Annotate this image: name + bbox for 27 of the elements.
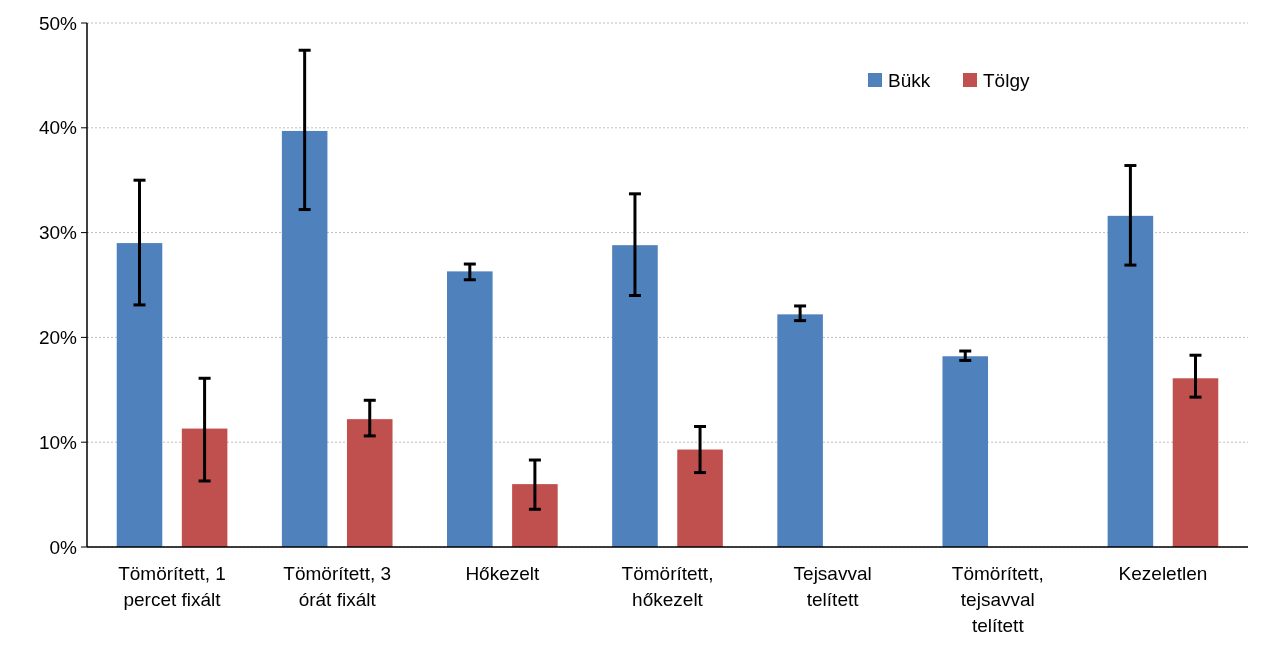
y-tick-label: 0% [49, 536, 78, 558]
x-tick-label: Tömörített, 3 órát fixált [283, 563, 392, 610]
x-tick-label: Tömörített, tejsavval telített [951, 563, 1044, 636]
bar [677, 449, 723, 547]
y-tick-label: 20% [38, 327, 78, 349]
x-tick-label: Tömörített, hőkezelt [621, 563, 714, 610]
x-tick-label: Kezeletlen [1118, 563, 1208, 584]
y-tick-label: 30% [38, 222, 78, 244]
x-tick-label: Hőkezelt [465, 563, 541, 584]
bar [612, 245, 658, 547]
bar [1107, 215, 1154, 547]
bar [777, 314, 823, 547]
bar [942, 356, 989, 547]
bar [346, 419, 393, 547]
bar [1172, 378, 1219, 547]
bar [116, 243, 163, 547]
legend-label: Tölgy [983, 69, 1030, 91]
bar [512, 484, 558, 547]
bar [281, 130, 328, 547]
bar [181, 428, 228, 547]
y-tick-label: 40% [38, 117, 78, 139]
y-tick-label: 10% [38, 431, 78, 453]
x-tick-label: Tömörített, 1 percet fixált [118, 563, 226, 610]
bar [447, 271, 493, 547]
legend-label: Bükk [888, 69, 931, 91]
x-tick-label: Tejsavval telített [793, 563, 872, 610]
y-tick-label: 50% [38, 12, 78, 34]
